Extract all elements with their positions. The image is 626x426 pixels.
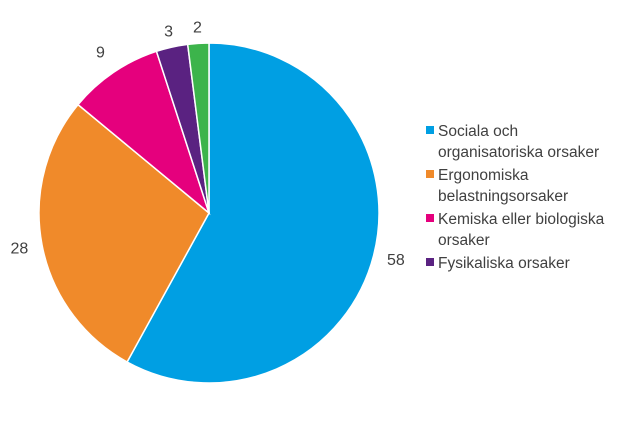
legend-item-fysikaliska: Fysikaliska orsaker: [426, 253, 622, 274]
legend-item-kemiska: Kemiska eller biologiska orsaker: [426, 209, 622, 251]
legend-label: Fysikaliska orsaker: [438, 255, 570, 272]
legend-swatch: [426, 258, 434, 266]
data-label-other: 2: [193, 20, 202, 37]
pie-slices: [38, 42, 380, 384]
pie-slice-ergonomiska: [38, 103, 210, 363]
pie-data-labels: 58 28 9 3 2: [11, 20, 405, 270]
legend-swatch: [426, 170, 434, 178]
data-label-fysikaliska: 3: [164, 24, 173, 41]
chart-legend: Sociala och organisatoriska orsaker Ergo…: [426, 121, 622, 276]
pie-slice-kemiska: [76, 50, 211, 216]
pie-slice-sociala: [126, 42, 380, 384]
data-label-kemiska: 9: [96, 45, 105, 62]
legend-swatch: [426, 126, 434, 134]
legend-swatch: [426, 214, 434, 222]
data-label-sociala: 58: [387, 252, 405, 269]
legend-label: Ergonomiska belastningsorsaker: [438, 167, 569, 205]
legend-item-sociala: Sociala och organisatoriska orsaker: [426, 121, 622, 163]
pie-slice-other: [186, 42, 210, 214]
legend-label: Kemiska eller biologiska orsaker: [438, 211, 605, 249]
legend-item-ergonomiska: Ergonomiska belastningsorsaker: [426, 165, 622, 207]
legend-label: Sociala och organisatoriska orsaker: [438, 123, 600, 161]
data-label-ergonomiska: 28: [11, 240, 29, 257]
